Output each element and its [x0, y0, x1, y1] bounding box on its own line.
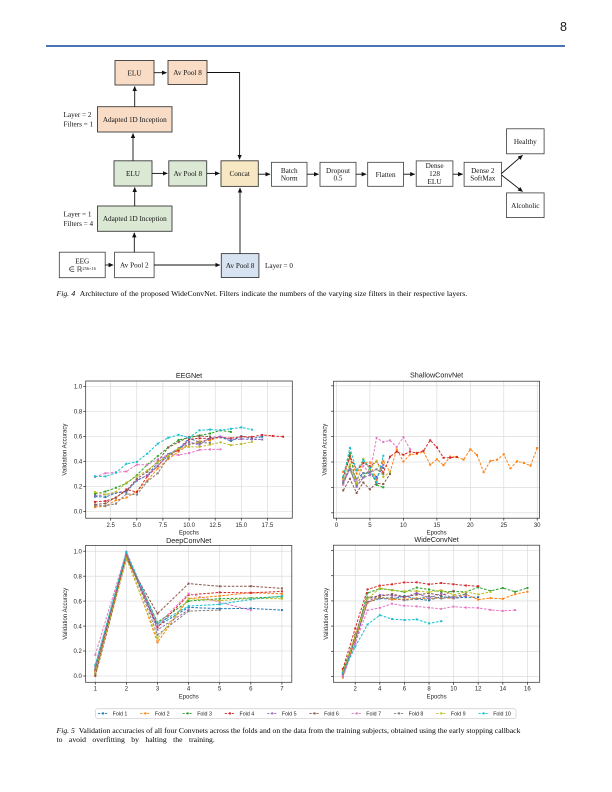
svg-text:10: 10: [400, 523, 407, 529]
svg-text:Fold 1: Fold 1: [113, 711, 128, 717]
svg-text:6: 6: [403, 686, 407, 692]
svg-text:0.0: 0.0: [74, 510, 83, 516]
svg-text:0.4: 0.4: [74, 624, 83, 630]
svg-text:Dropout: Dropout: [326, 167, 350, 175]
svg-text:WideConvNet: WideConvNet: [414, 535, 458, 544]
svg-text:Layer = 1: Layer = 1: [64, 210, 92, 218]
svg-text:EEGNet: EEGNet: [176, 371, 202, 380]
svg-text:Layer = 0: Layer = 0: [265, 262, 293, 270]
svg-text:Fold 3: Fold 3: [197, 711, 212, 717]
svg-text:Av Pool 8: Av Pool 8: [226, 262, 255, 270]
svg-text:EEG: EEG: [75, 257, 89, 265]
svg-text:ELU: ELU: [126, 170, 141, 178]
svg-text:0.4: 0.4: [74, 460, 83, 466]
svg-text:Adapted 1D Inception: Adapted 1D Inception: [103, 215, 167, 223]
svg-text:0.8: 0.8: [74, 410, 83, 416]
svg-text:ShallowConvNet: ShallowConvNet: [410, 371, 463, 380]
svg-text:5: 5: [368, 523, 372, 529]
svg-text:7.5: 7.5: [159, 523, 168, 529]
svg-text:1.0: 1.0: [74, 549, 83, 555]
svg-text:Av Pool 8: Av Pool 8: [173, 170, 202, 178]
svg-text:Av Pool 8: Av Pool 8: [173, 69, 202, 77]
svg-text:20: 20: [467, 523, 474, 529]
svg-text:0.2: 0.2: [74, 649, 83, 655]
svg-text:0: 0: [335, 523, 339, 529]
svg-text:ELU: ELU: [428, 178, 443, 186]
svg-text:5: 5: [218, 687, 222, 693]
svg-text:Epochs: Epochs: [427, 531, 447, 537]
svg-text:Validation Accuracy: Validation Accuracy: [324, 588, 330, 640]
svg-text:2: 2: [125, 687, 129, 693]
svg-text:8: 8: [427, 686, 431, 692]
svg-text:0.5: 0.5: [334, 175, 343, 183]
svg-text:Fold 5: Fold 5: [282, 711, 297, 717]
svg-text:DeepConvNet: DeepConvNet: [166, 536, 211, 545]
svg-text:Fold 2: Fold 2: [155, 711, 170, 717]
svg-text:Fold 9: Fold 9: [451, 711, 466, 717]
svg-text:Norm: Norm: [281, 175, 298, 183]
svg-text:Dense: Dense: [426, 162, 444, 170]
svg-text:5.0: 5.0: [133, 523, 142, 529]
svg-text:3: 3: [156, 687, 160, 693]
svg-text:Fold 8: Fold 8: [409, 711, 424, 717]
svg-text:Batch: Batch: [281, 167, 298, 175]
svg-text:6: 6: [249, 687, 253, 693]
svg-text:0.2: 0.2: [74, 485, 83, 491]
svg-text:Av Pool 2: Av Pool 2: [120, 262, 149, 270]
svg-text:Fold 7: Fold 7: [366, 711, 381, 717]
svg-text:0.0: 0.0: [74, 674, 83, 680]
svg-text:1: 1: [94, 687, 98, 693]
svg-text:0.8: 0.8: [74, 574, 83, 580]
svg-text:Filters = 4: Filters = 4: [64, 220, 94, 228]
svg-text:Healthy: Healthy: [514, 138, 537, 146]
svg-text:Epochs: Epochs: [179, 695, 199, 701]
svg-text:Fold 10: Fold 10: [493, 711, 511, 717]
svg-text:12.5: 12.5: [209, 523, 221, 529]
svg-text:4: 4: [187, 687, 191, 693]
svg-text:Epochs: Epochs: [427, 694, 447, 700]
svg-text:25: 25: [500, 523, 507, 529]
svg-text:4: 4: [378, 686, 382, 692]
svg-text:Fold 4: Fold 4: [240, 711, 255, 717]
svg-text:Validation Accuracy: Validation Accuracy: [63, 424, 69, 476]
svg-text:30: 30: [534, 523, 541, 529]
svg-text:14: 14: [499, 686, 506, 692]
svg-text:15.0: 15.0: [235, 523, 247, 529]
svg-text:Adapted 1D Inception: Adapted 1D Inception: [103, 116, 167, 124]
svg-text:15: 15: [434, 523, 441, 529]
svg-text:Validation Accuracy: Validation Accuracy: [322, 424, 328, 476]
svg-text:Concat: Concat: [229, 170, 249, 178]
svg-text:17.5: 17.5: [262, 523, 274, 529]
svg-text:2: 2: [354, 686, 358, 692]
svg-text:2.5: 2.5: [107, 523, 116, 529]
svg-text:Fold 6: Fold 6: [324, 711, 339, 717]
svg-text:ELU: ELU: [128, 69, 143, 77]
svg-text:∈ ℝ256×16: ∈ ℝ256×16: [69, 266, 97, 274]
svg-text:1.0: 1.0: [74, 385, 83, 391]
svg-text:0.6: 0.6: [74, 599, 83, 605]
svg-text:10.0: 10.0: [183, 523, 195, 529]
svg-text:Validation Accuracy: Validation Accuracy: [63, 588, 69, 640]
svg-text:SoftMax: SoftMax: [470, 175, 496, 183]
svg-text:Flatten: Flatten: [376, 171, 396, 179]
svg-text:128: 128: [429, 170, 440, 178]
svg-text:0.6: 0.6: [74, 435, 83, 441]
svg-text:Filters = 1: Filters = 1: [64, 121, 94, 129]
svg-text:Dense 2: Dense 2: [471, 167, 495, 175]
svg-text:Alcoholic: Alcoholic: [511, 202, 539, 210]
svg-text:Layer = 2: Layer = 2: [64, 111, 92, 119]
svg-text:10: 10: [450, 686, 457, 692]
svg-text:16: 16: [524, 686, 531, 692]
svg-text:Epochs: Epochs: [179, 531, 199, 537]
svg-text:7: 7: [280, 687, 284, 693]
svg-text:12: 12: [475, 686, 482, 692]
